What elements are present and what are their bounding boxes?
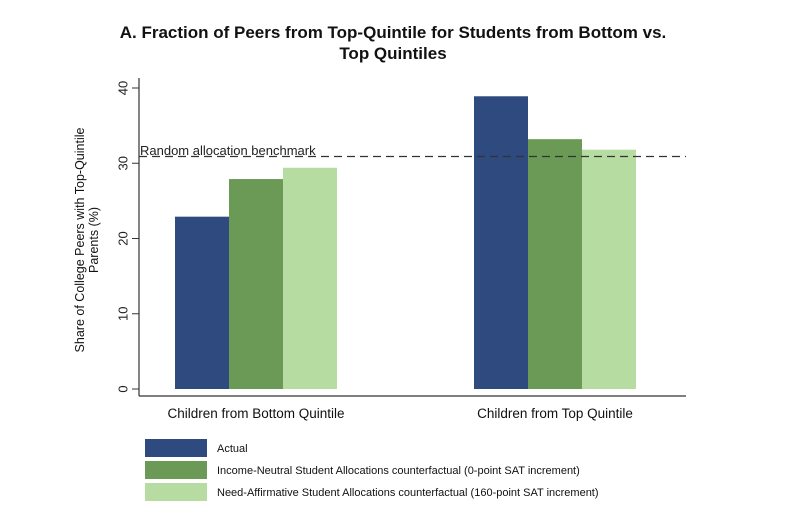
watermark: 567Seminar	[616, 482, 705, 497]
y-axis-label-line1: Share of College Peers with Top-Quintile	[73, 128, 87, 353]
legend-label: Need-Affirmative Student Allocations cou…	[217, 487, 599, 499]
y-tick-label: 30	[116, 156, 131, 170]
watermark-text: 567Seminar	[634, 482, 705, 497]
bar	[582, 149, 636, 389]
legend-swatch	[145, 461, 207, 479]
bar	[528, 139, 582, 389]
legend-label: Actual	[217, 443, 248, 455]
x-category-label: Children from Top Quintile	[477, 406, 633, 421]
bar	[175, 216, 229, 389]
legend: Actual Income-Neutral Student Allocations…	[145, 439, 599, 501]
plot-area: 0 10 20 30 40 Children from Bottom Quintile Ch…	[116, 78, 686, 421]
y-axis-label-line2: Parents (%)	[87, 207, 101, 273]
x-category-label: Children from Bottom Quintile	[167, 406, 344, 421]
legend-swatch	[145, 439, 207, 457]
chart-title-line2: Top Quintiles	[339, 44, 446, 63]
bar	[229, 179, 283, 389]
benchmark-label: Random allocation benchmark	[140, 143, 316, 158]
legend-swatch	[145, 483, 207, 501]
bar	[283, 167, 337, 389]
wechat-icon	[616, 482, 630, 496]
y-tick-label: 0	[116, 385, 131, 392]
y-tick-label: 40	[116, 81, 131, 95]
y-tick-label: 20	[116, 231, 131, 245]
bar	[474, 96, 528, 389]
legend-label: Income-Neutral Student Allocations count…	[217, 465, 580, 477]
y-tick-label: 10	[116, 307, 131, 321]
y-axis-label: Share of College Peers with Top-Quintile…	[73, 128, 101, 353]
chart-title-line1: A. Fraction of Peers from Top-Quintile f…	[120, 23, 667, 42]
